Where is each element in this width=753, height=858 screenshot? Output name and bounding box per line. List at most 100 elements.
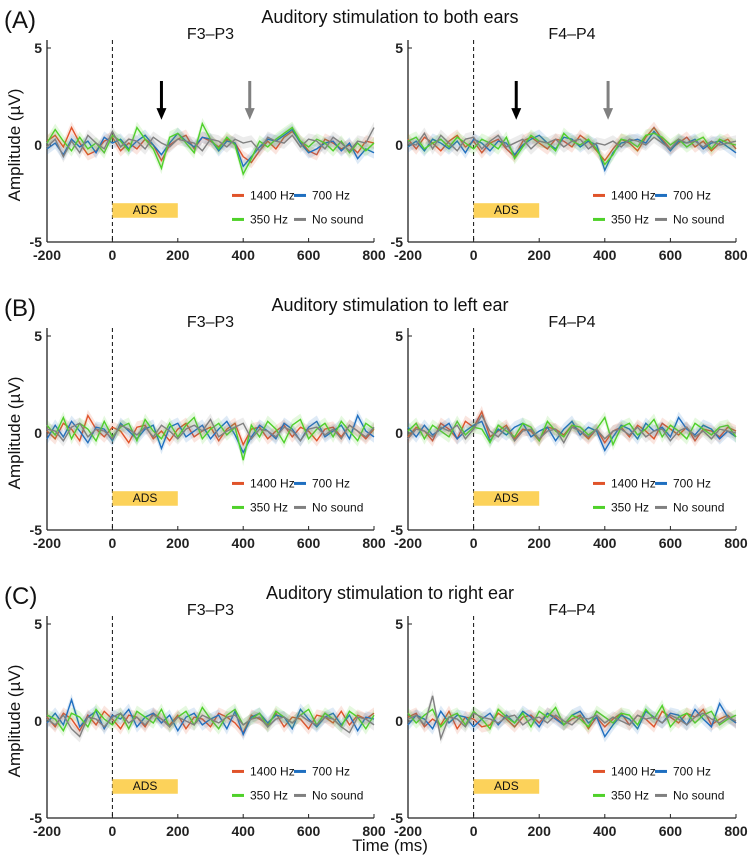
sem-band-700-Hz [47,123,374,173]
subplot-F3–P3: F3–P3 5 0 -5-200 0 200 400 600 800 Amplitude (µV)… [5,26,386,263]
series-line-No-sound [46,712,375,738]
y-tick-label: 5 [34,616,42,632]
series-line-1400-Hz [46,413,375,447]
x-tick-label: 0 [470,535,478,551]
legend-label: 1400 Hz [250,764,295,778]
legend: 1400 Hz 700 Hz 350 Hz No sound [593,188,724,226]
panel-title: Auditory stimulation to both ears [261,7,518,27]
x-tick-label: 600 [659,535,683,551]
y-tick-label: 0 [395,425,403,441]
x-tick-label: 600 [297,247,321,263]
x-tick-label: 800 [362,247,386,263]
ads-bar [473,491,540,506]
x-tick-label: 400 [232,247,256,263]
x-tick-label: 200 [528,535,552,551]
ads-bar [112,779,178,794]
sem-band-350-Hz [47,117,374,180]
legend-label: 1400 Hz [611,764,656,778]
sem-band-1400-Hz [47,121,374,169]
y-tick-label: -5 [30,810,43,826]
x-tick-label: -200 [33,823,61,839]
sem-band-No-sound [408,127,736,157]
series-line-350-Hz [46,415,375,461]
ads-bar [473,203,540,218]
x-tick-label: -200 [394,823,422,839]
arrow-head [244,108,255,120]
sem-band-1400-Hz [47,705,374,739]
x-tick-label: 400 [593,247,617,263]
sem-band-No-sound [408,409,736,449]
legend-label: 350 Hz [611,212,649,226]
x-axis-label: Time (ms) [352,836,428,855]
y-tick-label: 0 [34,713,42,729]
legend-label: No sound [312,788,363,802]
x-tick-label: 400 [232,823,256,839]
arrow-head [511,108,522,120]
legend: 1400 Hz 700 Hz 350 Hz No sound [593,476,724,514]
legend-label: 1400 Hz [611,476,656,490]
y-tick-label: 0 [395,137,403,153]
series-line-No-sound [46,127,375,159]
legend-label: 1400 Hz [250,476,295,490]
arrow-head [156,108,167,120]
y-tick-label: 5 [34,328,42,344]
y-axis-label: Amplitude (µV) [5,665,24,778]
x-tick-label: 600 [659,247,683,263]
subplot-title: F4–P4 [548,602,595,619]
subplot-title: F3–P3 [187,314,234,331]
x-tick-label: -200 [33,535,61,551]
x-tick-label: 400 [593,535,617,551]
panel-title: Auditory stimulation to right ear [266,583,514,603]
y-tick-label: 5 [395,40,403,56]
sem-band-No-sound [47,121,374,163]
legend-label: 350 Hz [250,212,288,226]
x-tick-label: 600 [297,535,321,551]
subplot-F4–P4: F4–P4 5 0 -5-200 0 200 400 600 800 ADS 1400 Hz 700 … [391,602,748,839]
sem-band-No-sound [47,707,374,743]
x-tick-label: 0 [470,247,478,263]
legend-label: No sound [673,788,724,802]
ads-label: ADS [133,491,158,505]
ads-bar [473,779,540,794]
subplot-F4–P4: F4–P4 5 0 -5-200 0 200 400 600 800 ADS 1400 Hz 700 … [391,314,748,551]
ads-bar [112,491,178,506]
y-tick-label: -5 [30,522,43,538]
legend-label: No sound [673,500,724,514]
arrow-head [603,108,614,120]
x-tick-label: 200 [528,823,552,839]
y-tick-label: -5 [391,234,404,250]
x-tick-label: 600 [297,823,321,839]
series-line-350-Hz [407,415,737,447]
panel-label: (B) [4,295,36,322]
legend-label: 700 Hz [312,188,350,202]
series-line-No-sound [407,132,737,152]
x-tick-label: 200 [166,247,190,263]
panel-B: (B) Auditory stimulation to left ear F3–P3… [4,295,748,551]
panel-title: Auditory stimulation to left ear [271,295,508,315]
legend-label: 700 Hz [673,764,711,778]
x-tick-label: -200 [33,247,61,263]
y-tick-label: 0 [395,713,403,729]
x-tick-label: 0 [470,823,478,839]
panel-label: (A) [4,7,36,34]
ads-label: ADS [133,779,158,793]
ads-bar [112,203,178,218]
legend-label: No sound [673,212,724,226]
x-tick-label: 0 [109,247,117,263]
y-tick-label: 5 [395,328,403,344]
sem-band-700-Hz [408,697,736,743]
subplot-F4–P4: F4–P4 5 0 -5-200 0 200 400 600 800 ADS 1400 Hz 700 … [391,26,748,263]
subplot-title: F3–P3 [187,26,234,43]
legend-label: 1400 Hz [611,188,656,202]
series-line-No-sound [407,695,737,741]
x-tick-label: 0 [109,535,117,551]
y-tick-label: -5 [391,810,404,826]
x-tick-label: 800 [724,535,748,551]
legend-label: No sound [312,212,363,226]
y-tick-label: 0 [34,425,42,441]
x-tick-label: 400 [593,823,617,839]
x-tick-label: 200 [166,535,190,551]
sem-band-350-Hz [408,127,736,171]
legend: 1400 Hz 700 Hz 350 Hz No sound [232,476,363,514]
